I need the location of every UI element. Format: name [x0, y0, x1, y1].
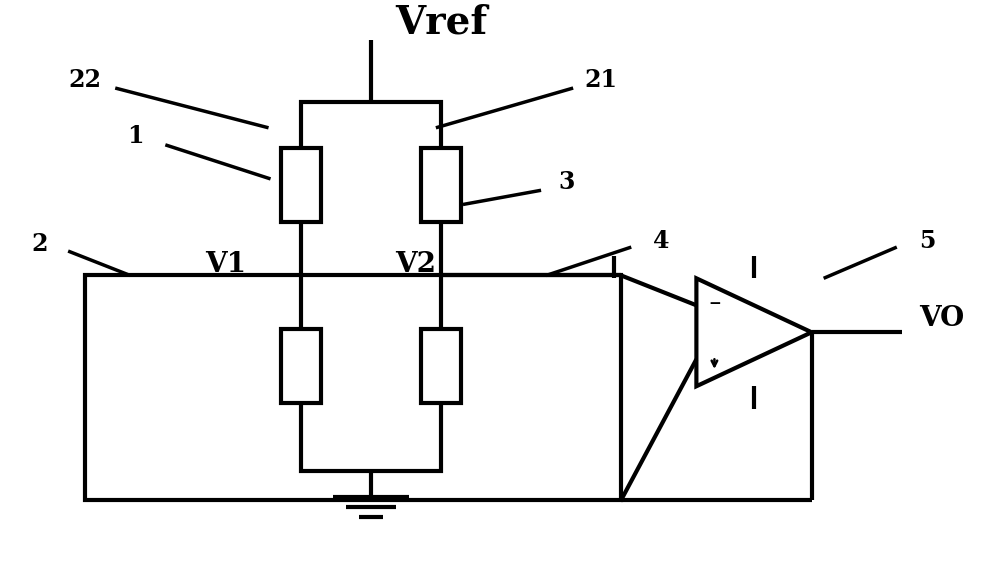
Text: 22: 22 — [69, 68, 101, 91]
Text: 3: 3 — [558, 170, 574, 194]
Text: 1: 1 — [127, 124, 143, 148]
Text: Vref: Vref — [395, 4, 487, 41]
Text: VO: VO — [919, 304, 965, 332]
Polygon shape — [301, 102, 441, 471]
Polygon shape — [421, 148, 461, 222]
Text: 21: 21 — [585, 68, 617, 91]
Text: 4: 4 — [653, 229, 669, 253]
Text: V2: V2 — [396, 250, 436, 278]
Text: −: − — [708, 295, 720, 311]
Polygon shape — [421, 329, 461, 403]
Text: 5: 5 — [919, 229, 935, 253]
Text: V1: V1 — [205, 250, 245, 278]
Text: 2: 2 — [32, 232, 48, 256]
Polygon shape — [281, 329, 321, 403]
Polygon shape — [281, 148, 321, 222]
